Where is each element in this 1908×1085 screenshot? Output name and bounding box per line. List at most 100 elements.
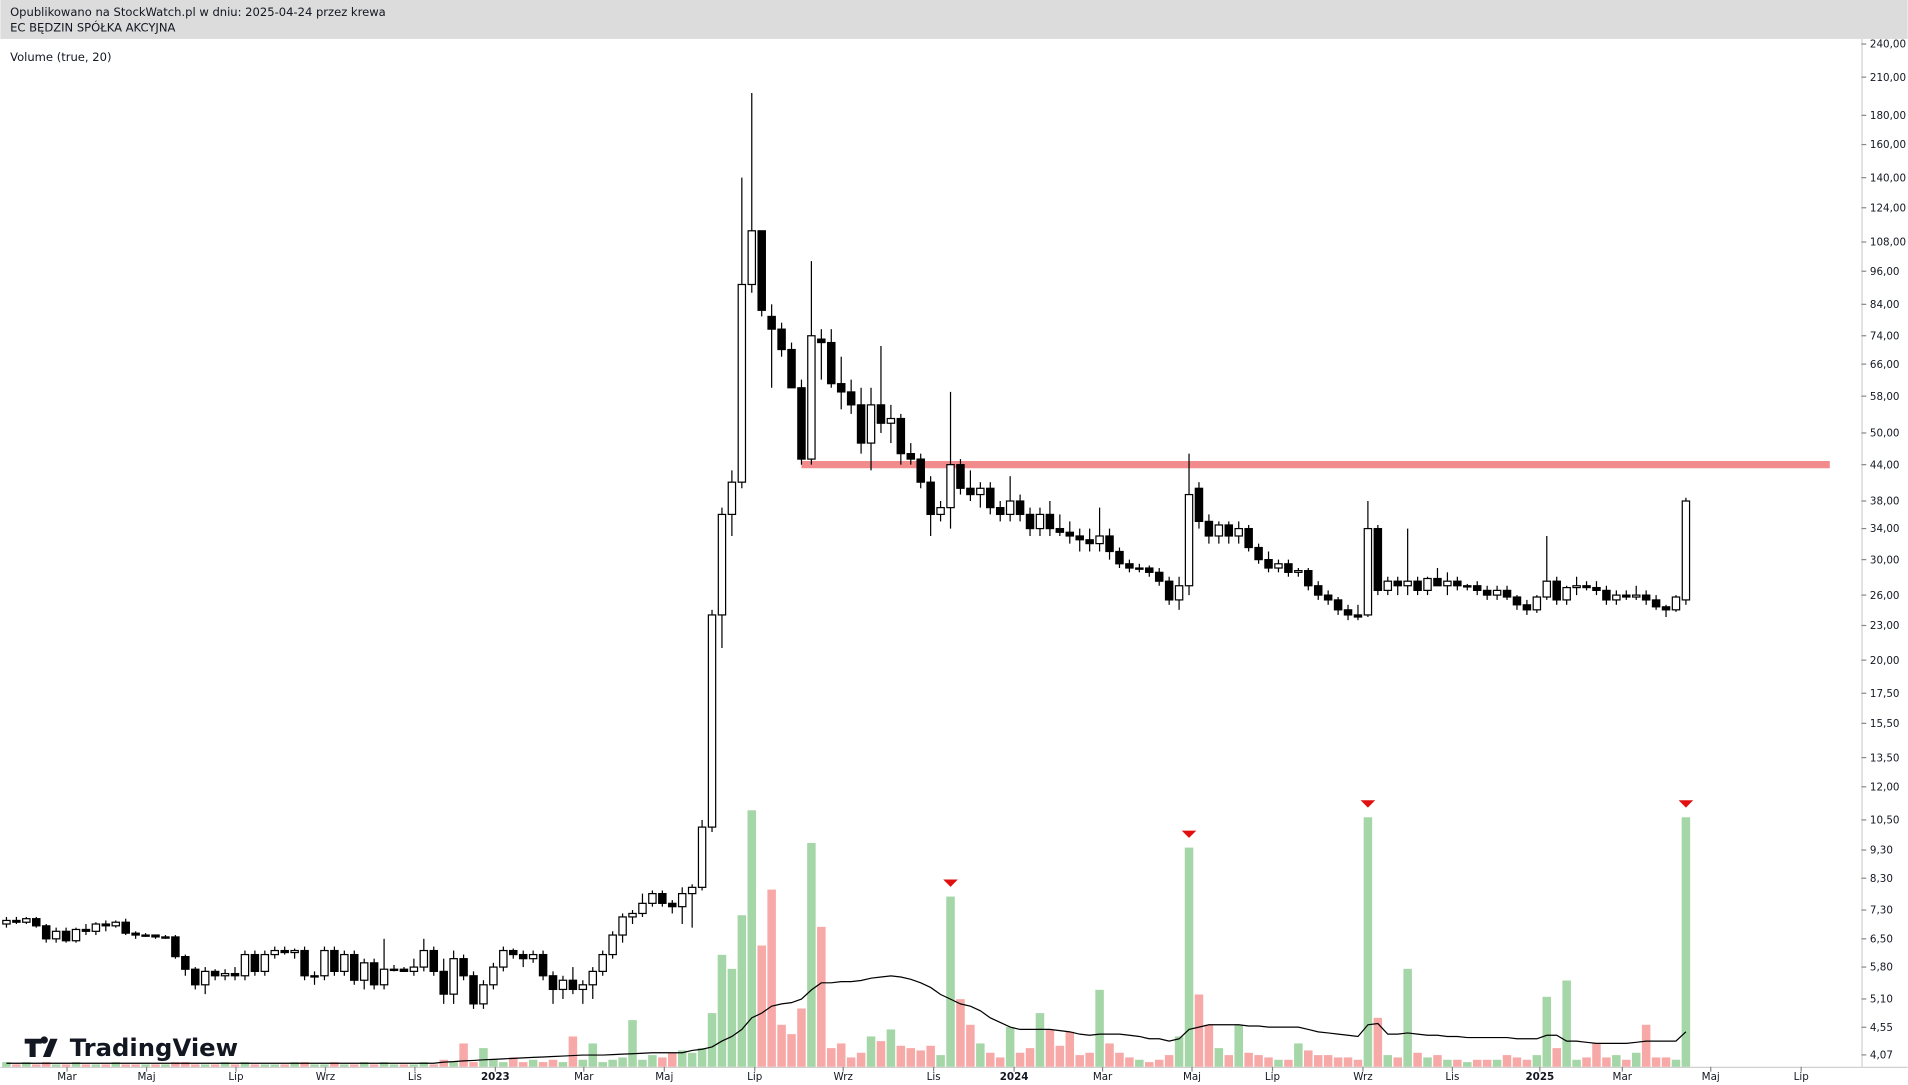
candle-body (717, 513, 727, 616)
candle-body (906, 453, 916, 460)
signal-marker (943, 879, 958, 887)
volume-bar (727, 968, 737, 1067)
candle-body (1373, 527, 1383, 591)
volume-bar (618, 1057, 627, 1067)
candle-body (1572, 585, 1581, 589)
y-tick-label: 6,50 (1870, 933, 1893, 945)
volume-bar (12, 1064, 21, 1067)
volume-bar (210, 1064, 220, 1067)
candle-body (419, 949, 429, 968)
volume-bar (1304, 1050, 1313, 1067)
candle-body (220, 972, 230, 977)
y-tick-label: 74,00 (1870, 330, 1900, 342)
candle-body (111, 921, 121, 927)
candle-body (677, 893, 687, 908)
candle-body (240, 953, 250, 977)
volume-bar (469, 1062, 478, 1067)
volume-bar (1214, 1048, 1224, 1067)
candle-body (1443, 580, 1452, 587)
y-tick-label: 210,00 (1870, 72, 1906, 84)
candle-body (1651, 599, 1661, 608)
x-tick-label: Maj (655, 1071, 673, 1083)
volume-bar (1025, 1048, 1035, 1067)
candle-body (12, 919, 21, 923)
volume-bar (1244, 1052, 1253, 1067)
volume-bar (479, 1048, 488, 1067)
candle-body (1075, 535, 1084, 541)
candle-body (350, 953, 359, 981)
candle-body (1552, 580, 1561, 601)
candle-body (1433, 577, 1442, 587)
volume-bar (1542, 996, 1552, 1067)
volume-bar (171, 1062, 180, 1067)
volume-bar (966, 1024, 975, 1067)
volume-bar (936, 1055, 945, 1067)
volume-bar (399, 1064, 409, 1067)
volume-bar (648, 1055, 657, 1067)
x-tick-label: Mar (1093, 1071, 1113, 1083)
volume-bar (330, 1062, 339, 1067)
candle-body (171, 936, 180, 958)
candle-body (538, 953, 548, 977)
candle-body (449, 958, 458, 995)
y-tick-label: 124,00 (1870, 202, 1906, 214)
volume-bar (181, 1062, 190, 1067)
volume-bar (797, 1008, 806, 1067)
volume-bar (1194, 994, 1204, 1067)
candle-body (876, 404, 886, 424)
y-tick-label: 58,00 (1870, 391, 1900, 403)
signal-marker (1360, 800, 1376, 808)
y-tick-label: 66,00 (1870, 359, 1900, 371)
volume-bar (1204, 1024, 1214, 1067)
y-tick-label: 20,00 (1870, 655, 1900, 667)
candle-body (896, 417, 906, 455)
volume-bar (41, 1062, 51, 1067)
y-tick-label: 4,55 (1870, 1022, 1893, 1034)
header-bar (0, 0, 1908, 39)
candle-body (340, 953, 349, 972)
candle-body (1463, 585, 1472, 588)
volume-bar (81, 1064, 91, 1067)
candle-body (250, 953, 260, 972)
volume-bar (1015, 1052, 1025, 1067)
candle-body (1085, 539, 1094, 545)
candle-body (986, 487, 995, 509)
volume-bar (161, 1064, 170, 1067)
volume-bar (1661, 1057, 1671, 1067)
volume-bar (856, 1052, 866, 1067)
candle-body (290, 949, 299, 954)
volume-bar (668, 1052, 677, 1067)
volume-bar (429, 1064, 439, 1067)
candle-body (787, 348, 796, 389)
indicator-label: Volume (true, 20) (10, 50, 111, 64)
volume-bar (568, 1036, 578, 1067)
plot: 240,00 210,00 180,00 160,00 140,00 124,00 108,… (2, 39, 1906, 1083)
volume-bar (32, 1064, 41, 1067)
volume-bar (1234, 1024, 1243, 1067)
candle-body (936, 507, 945, 516)
candle-body (707, 614, 717, 828)
volume-bar (280, 1064, 289, 1067)
volume-bar (1671, 1059, 1681, 1067)
candle-body (280, 949, 289, 954)
candle-body (1542, 580, 1552, 598)
volume-bar (350, 1064, 359, 1067)
candle-body (121, 921, 130, 934)
volume-bar (1154, 1059, 1164, 1067)
y-tick-label: 30,00 (1870, 554, 1900, 566)
candle-body (1512, 596, 1522, 606)
candle-body (916, 458, 925, 483)
volume-bar (1284, 1059, 1293, 1067)
candle-body (1194, 487, 1204, 523)
candle-body (260, 953, 270, 972)
volume-bar (1353, 1059, 1363, 1067)
candle-body (1403, 580, 1412, 587)
y-tick-label: 108,00 (1870, 237, 1906, 249)
candle-body (598, 953, 607, 972)
volume-bar (995, 1057, 1005, 1067)
candle-body (1125, 563, 1134, 569)
volume-bar (876, 1041, 886, 1067)
volume-bar (866, 1036, 876, 1067)
volume-bar (389, 1064, 399, 1067)
